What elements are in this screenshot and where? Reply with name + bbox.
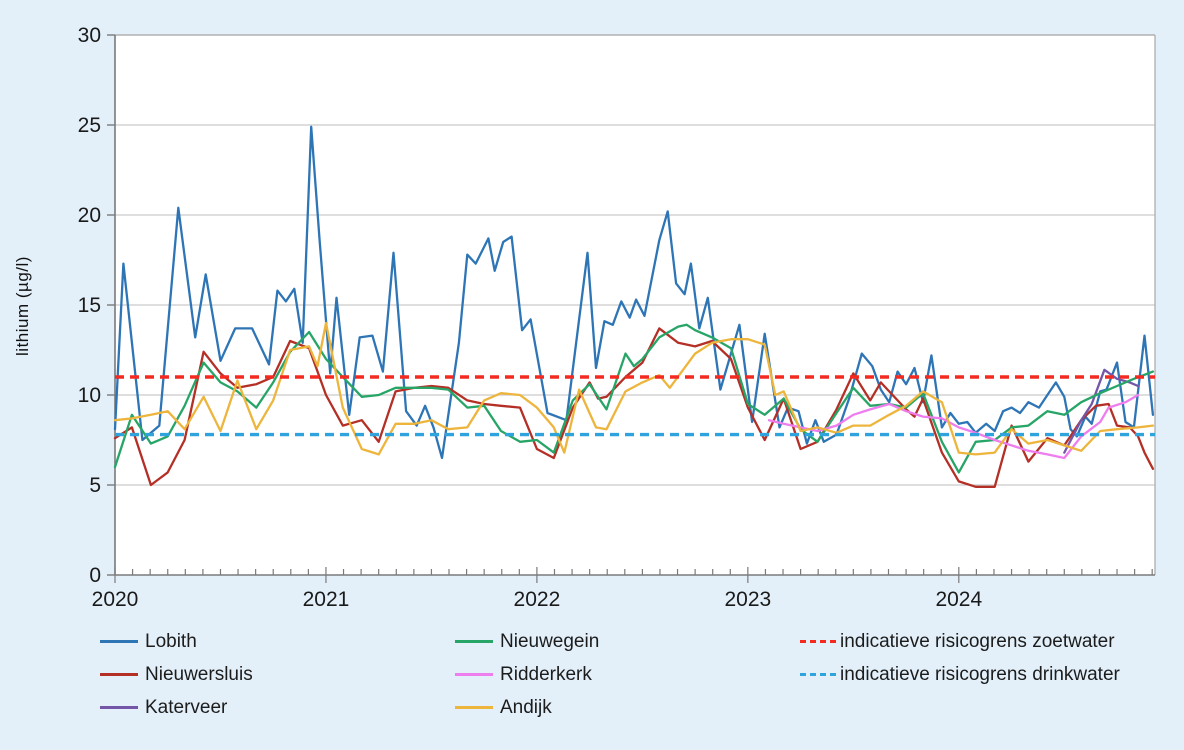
legend-label: indicatieve risicogrens zoetwater [840, 630, 1115, 652]
legend-item-nieuwersluis: Nieuwersluis [100, 658, 455, 691]
xtick-label-2024: 2024 [935, 588, 982, 611]
ytick-label-20: 20 [78, 204, 101, 227]
legend-line-swatch [100, 706, 138, 709]
legend-label: indicatieve risicogrens drinkwater [840, 663, 1120, 685]
legend-dashed-line-swatch [800, 640, 838, 643]
legend-column-3: indicatieve risicogrens zoetwater indicat… [800, 625, 1184, 724]
legend-column-2: Nieuwegein Ridderkerk Andijk [455, 625, 800, 724]
legend-label: Ridderkerk [500, 663, 592, 685]
line-chart-plot: 0 5 10 15 20 25 30 2020 2021 2022 2023 2024 [78, 24, 1156, 611]
xtick-label-2020: 2020 [92, 588, 139, 611]
legend-item-katerveer: Katerveer [100, 691, 455, 724]
legend-line-swatch [455, 673, 493, 676]
legend-line-swatch [455, 640, 493, 643]
y-axis-title: lithium (µg/l) [13, 256, 32, 356]
ytick-label-30: 30 [78, 24, 101, 47]
legend-label: Nieuwersluis [145, 663, 253, 685]
legend-label: Nieuwegein [500, 630, 600, 652]
legend-item-lobith: Lobith [100, 625, 455, 658]
legend-column-1: Lobith Nieuwersluis Katerveer [100, 625, 455, 724]
series-line-ridderkerk [767, 393, 1140, 460]
ytick-label-25: 25 [78, 114, 101, 137]
legend-label: Andijk [500, 696, 552, 718]
legend-item-nieuwegein: Nieuwegein [455, 625, 800, 658]
legend-line-swatch [100, 640, 138, 643]
legend-dashed-line-swatch [800, 673, 838, 676]
legend-item-andijk: Andijk [455, 691, 800, 724]
legend-item-indicatieve-risicogrens-zoetwater: indicatieve risicogrens zoetwater [800, 625, 1184, 658]
legend-item-indicatieve-risicogrens-drinkwater: indicatieve risicogrens drinkwater [800, 658, 1184, 691]
legend-item-ridderkerk: Ridderkerk [455, 658, 800, 691]
ytick-label-0: 0 [89, 564, 101, 587]
xtick-label-2021: 2021 [303, 588, 350, 611]
series-line-andijk [113, 321, 1155, 456]
ytick-label-15: 15 [78, 294, 101, 317]
xtick-label-2022: 2022 [514, 588, 561, 611]
legend-label: Katerveer [145, 696, 228, 718]
series-line-katerveer [1063, 368, 1140, 454]
legend-line-swatch [455, 706, 493, 709]
xtick-label-2023: 2023 [725, 588, 772, 611]
ytick-label-5: 5 [89, 474, 101, 497]
legend-line-swatch [100, 673, 138, 676]
ytick-label-10: 10 [78, 384, 101, 407]
legend-label: Lobith [145, 630, 197, 652]
chart-legend: Lobith Nieuwersluis Katerveer Nieuwegein Rid… [0, 625, 1184, 724]
series-line-lobith [113, 125, 1155, 460]
